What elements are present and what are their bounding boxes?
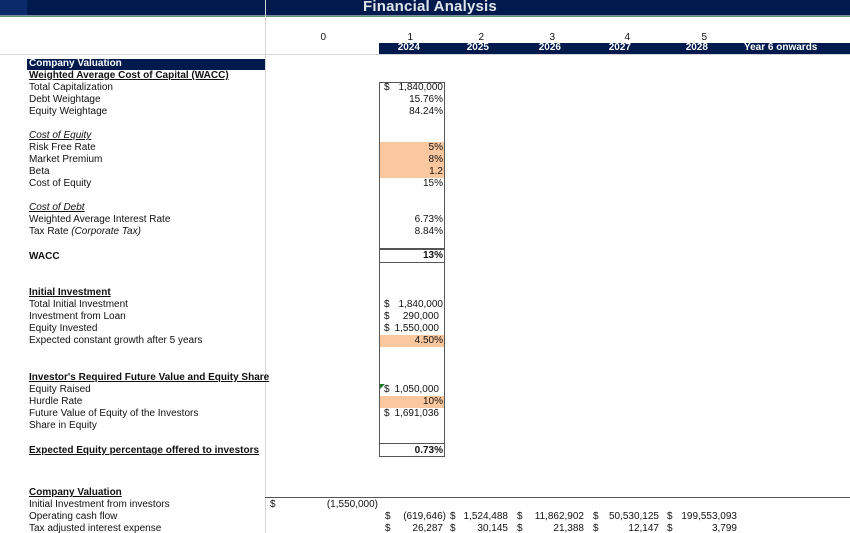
- title-divider-accent: [0, 16, 850, 17]
- period-1: 1: [407, 32, 413, 43]
- cf-ocf-cur-2: $: [450, 511, 456, 522]
- period-4: 4: [624, 32, 630, 43]
- cf-tai-cur-4: $: [593, 523, 599, 533]
- cost-of-debt-heading: Cost of Debt: [29, 202, 85, 213]
- label-beta: Beta: [29, 166, 50, 177]
- input-expected-growth[interactable]: 4.50%: [380, 335, 444, 347]
- year-2027: 2027: [608, 42, 631, 53]
- label-equity-invested: Equity Invested: [29, 323, 98, 334]
- label-wacc: WACC: [29, 251, 60, 262]
- value-share-in-equity[interactable]: [380, 420, 444, 432]
- cf-ocf-2024[interactable]: (619,646): [403, 511, 446, 522]
- page-title: Financial Analysis: [363, 0, 497, 15]
- cf-y0-value[interactable]: (1,550,000): [326, 499, 378, 510]
- label-cost-of-equity: Cost of Equity: [29, 178, 92, 189]
- value-tax-rate[interactable]: 8.84%: [414, 226, 443, 237]
- label-operating-cash-flow: Operating cash flow: [29, 511, 118, 522]
- cf-ocf-cur-3: $: [517, 511, 523, 522]
- cost-of-equity-heading: Cost of Equity: [29, 130, 92, 141]
- title-bar-left-strip: [0, 0, 27, 15]
- label-tax-adj-interest: Tax adjusted interest expense: [29, 523, 162, 533]
- cf-tai-cur-5: $: [667, 523, 673, 533]
- cf-ocf-2028[interactable]: 199,553,093: [681, 511, 737, 522]
- label-risk-free-rate: Risk Free Rate: [29, 142, 96, 153]
- value-equity-weightage[interactable]: 84.24%: [409, 106, 443, 117]
- value-future-value[interactable]: $ 1,691,036: [384, 408, 439, 419]
- cf-tai-cur-3: $: [517, 523, 523, 533]
- label-initial-investment-investors: Initial Investment from investors: [29, 499, 170, 510]
- cf-ocf-2027[interactable]: 50,530,125: [608, 511, 659, 522]
- label-tax-rate: Tax Rate (Corporate Tax): [29, 226, 141, 238]
- cf-tai-2025[interactable]: 30,145: [477, 523, 508, 533]
- input-market-premium[interactable]: 8%: [380, 154, 444, 166]
- cf-y0-currency: $: [270, 499, 276, 510]
- label-total-initial-investment: Total Initial Investment: [29, 299, 128, 310]
- cf-tai-2026[interactable]: 21,388: [553, 523, 584, 533]
- cf-ocf-cur-5: $: [667, 511, 673, 522]
- period-0: 0: [320, 32, 326, 43]
- value-total-capitalization[interactable]: $ 1,840,000: [384, 82, 443, 93]
- initial-investment-heading: Initial Investment: [29, 287, 111, 298]
- value-equity-raised[interactable]: $ 1,050,000: [384, 384, 439, 395]
- cf-ocf-2026[interactable]: 11,862,902: [534, 511, 584, 522]
- investor-heading: Investor's Required Future Value and Equ…: [29, 372, 270, 383]
- value-debt-weightage[interactable]: 15.76%: [409, 94, 443, 105]
- cf-ocf-2025[interactable]: 1,524,488: [463, 511, 509, 522]
- cf-ocf-cur-4: $: [593, 511, 599, 522]
- year-header-band: [379, 43, 850, 54]
- tax-rate-note: (Corporate Tax): [71, 226, 141, 237]
- section-company-valuation: Company Valuation: [27, 58, 265, 70]
- cf-top-border: [265, 497, 850, 498]
- period-3: 3: [549, 32, 555, 43]
- label-expected-equity: Expected Equity percentage offered to in…: [29, 445, 260, 456]
- label-debt-weightage: Debt Weightage: [29, 94, 101, 105]
- label-market-premium: Market Premium: [29, 154, 103, 165]
- cf-tai-2028[interactable]: 3,799: [711, 523, 737, 533]
- label-expected-growth: Expected constant growth after 5 years: [29, 335, 203, 346]
- cf-tai-cur-2: $: [450, 523, 456, 533]
- input-hurdle-rate[interactable]: 10%: [380, 396, 444, 408]
- label-equity-weightage: Equity Weightage: [29, 106, 108, 117]
- label-hurdle-rate: Hurdle Rate: [29, 396, 83, 407]
- column-gridline: [265, 0, 266, 533]
- input-beta[interactable]: 1.2: [380, 166, 444, 178]
- tax-rate-label-text: Tax Rate: [29, 226, 69, 237]
- label-investment-from-loan: Investment from Loan: [29, 311, 126, 322]
- cf-ocf-cur-1: $: [385, 511, 391, 522]
- input-risk-free-rate[interactable]: 5%: [380, 142, 444, 154]
- year-2028: 2028: [685, 42, 708, 53]
- title-bar: Financial Analysis: [0, 0, 850, 15]
- section-title: Company Valuation: [29, 58, 122, 69]
- wacc-values-box: [379, 82, 445, 249]
- year-2025: 2025: [466, 42, 489, 53]
- value-equity-invested[interactable]: $ 1,550,000: [384, 323, 439, 334]
- label-equity-raised: Equity Raised: [29, 384, 91, 395]
- cf-tai-2024[interactable]: 26,287: [412, 523, 443, 533]
- label-weighted-avg-interest: Weighted Average Interest Rate: [29, 214, 171, 225]
- cf-tai-cur-1: $: [385, 523, 391, 533]
- value-investment-from-loan[interactable]: $ 290,000: [384, 311, 439, 322]
- title-divider: [0, 15, 850, 16]
- period-2: 2: [478, 32, 484, 43]
- cf-heading: Company Valuation: [29, 487, 122, 498]
- row-gridline: [0, 54, 850, 55]
- value-total-initial-investment[interactable]: $ 1,840,000: [384, 299, 443, 310]
- comment-indicator-icon: [380, 384, 385, 389]
- label-future-value: Future Value of Equity of the Investors: [29, 408, 199, 419]
- expected-equity-box: [379, 443, 445, 457]
- label-share-in-equity: Share in Equity: [29, 420, 97, 431]
- year-2026: 2026: [538, 42, 561, 53]
- value-expected-equity[interactable]: 0.73%: [414, 445, 443, 456]
- label-total-capitalization: Total Capitalization: [29, 82, 113, 93]
- wacc-heading: Weighted Average Cost of Capital (WACC): [29, 70, 229, 81]
- value-cost-of-equity[interactable]: 15%: [422, 178, 443, 189]
- year-2024: 2024: [397, 42, 420, 53]
- value-weighted-avg-interest[interactable]: 6.73%: [414, 214, 443, 225]
- cf-tai-2027[interactable]: 12,147: [628, 523, 659, 533]
- value-wacc[interactable]: 13%: [422, 250, 443, 261]
- period-5: 5: [701, 32, 707, 43]
- year-6-onwards: Year 6 onwards: [744, 42, 818, 53]
